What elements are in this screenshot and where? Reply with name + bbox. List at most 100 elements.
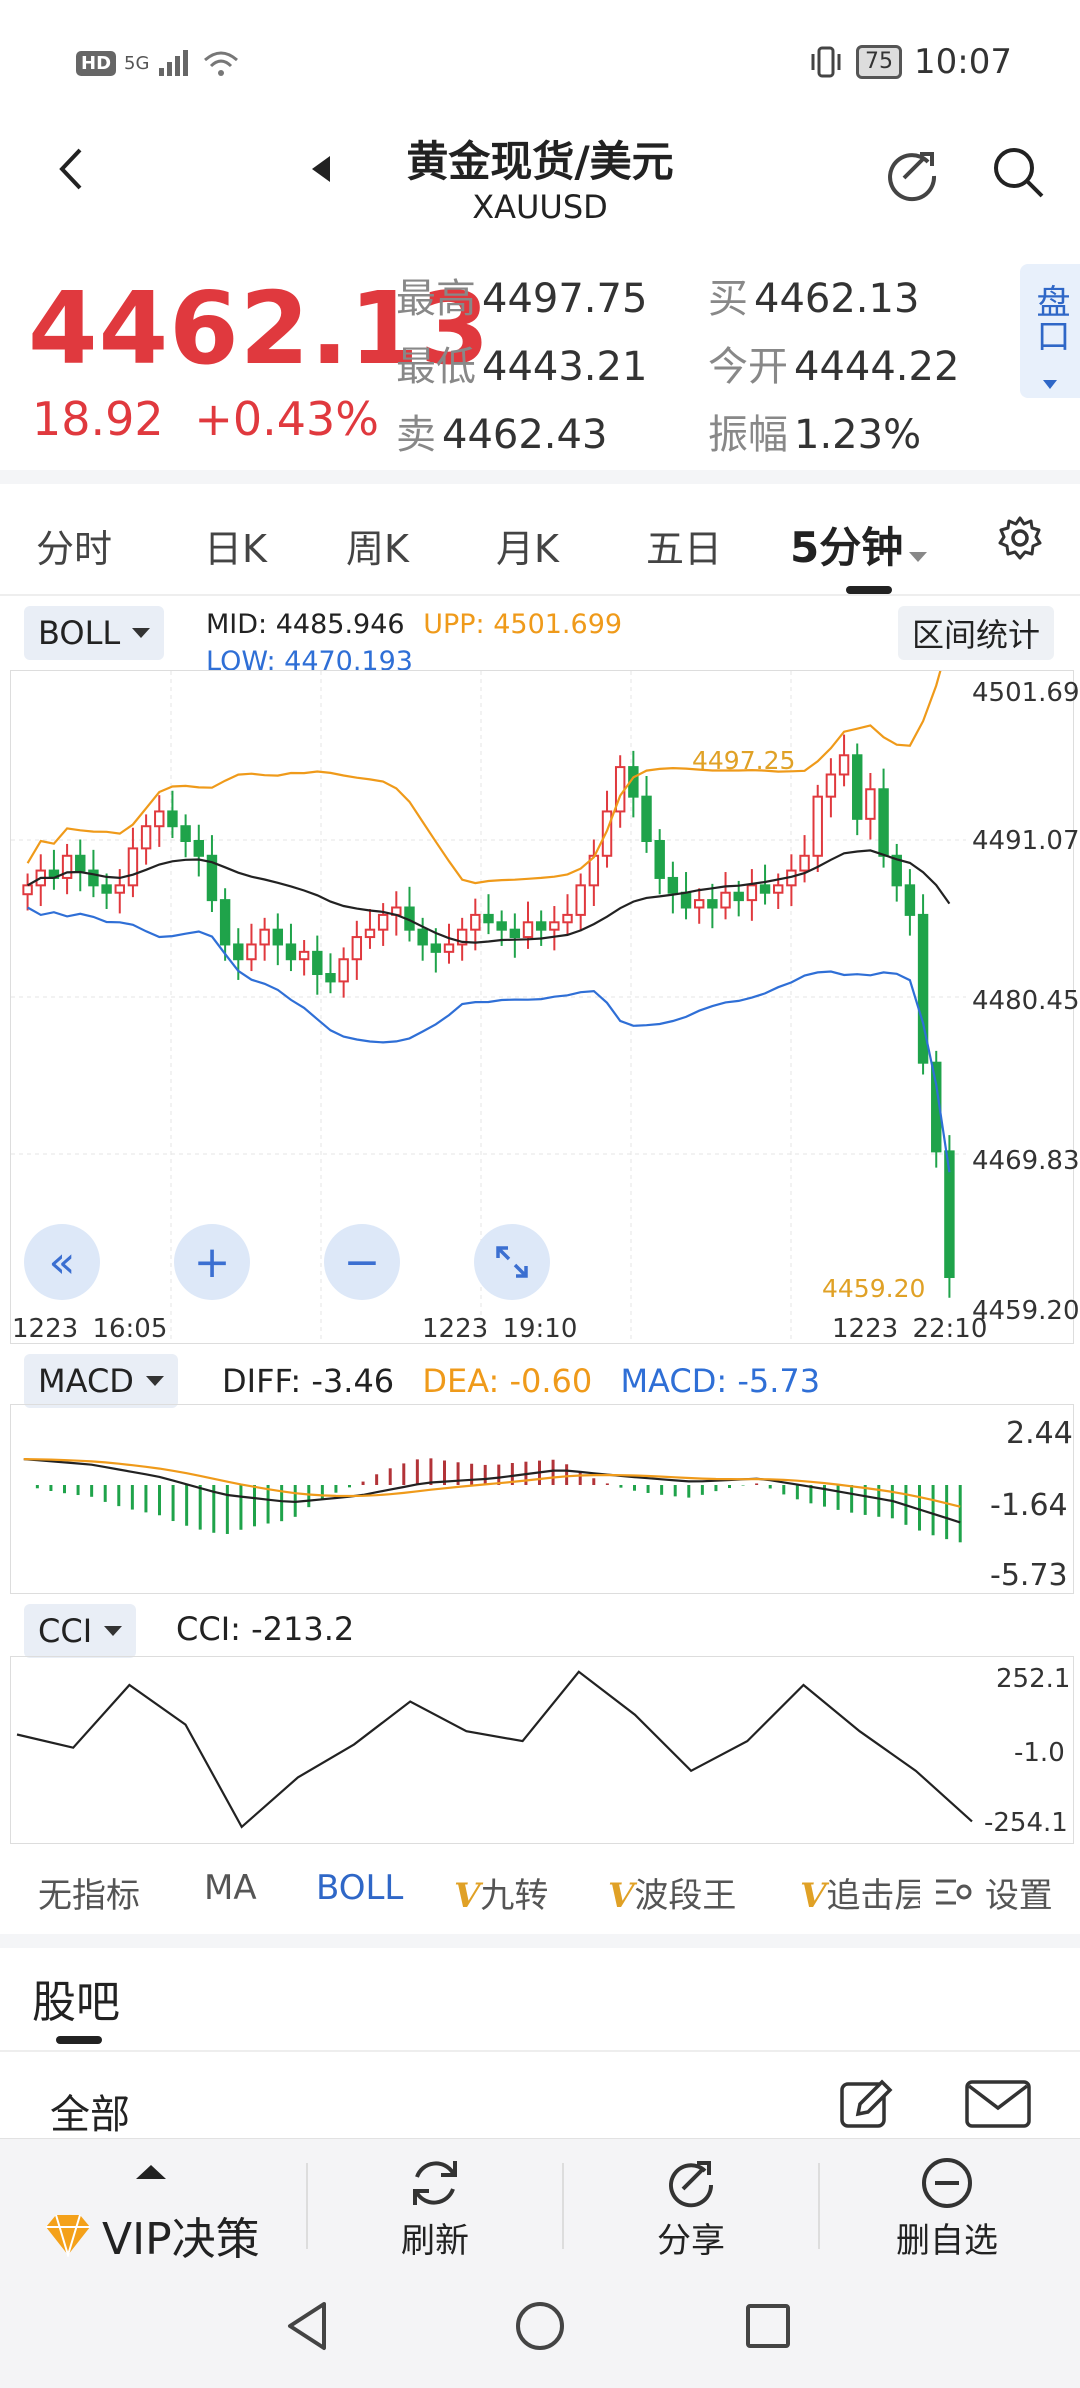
- boll-lower-line: [27, 906, 951, 1173]
- cci-indicator-selector[interactable]: CCI: [24, 1604, 137, 1658]
- change-percent: +0.43%: [194, 392, 380, 446]
- candle-body: [351, 936, 363, 961]
- macd-chart[interactable]: [10, 1404, 1074, 1594]
- macd-ytick-1: 2.44: [1006, 1416, 1073, 1451]
- vip-row: VIP决策: [42, 2203, 260, 2267]
- candle-body: [22, 884, 33, 896]
- macd-legend: DIFF: -3.46 DEA: -0.60 MACD: -5.73: [222, 1362, 820, 1400]
- candle-body: [61, 854, 73, 879]
- upp-label: UPP:: [423, 609, 485, 640]
- pankou-button[interactable]: 盘口: [1020, 264, 1080, 398]
- gear-icon: [998, 516, 1042, 560]
- candle-body: [180, 825, 191, 842]
- compose-post-button[interactable]: [836, 2074, 896, 2134]
- cci-legend: CCI: -213.2: [176, 1610, 354, 1648]
- candlestick-chart[interactable]: [10, 638, 1074, 1344]
- indicator-settings-button[interactable]: 设置: [930, 1868, 1053, 1917]
- candle-body: [417, 928, 428, 946]
- nav-home-icon[interactable]: [512, 2298, 568, 2354]
- nav-divider: [562, 2163, 564, 2249]
- cci-chart[interactable]: [10, 1656, 1074, 1844]
- vip-v-icon: V: [800, 1876, 827, 1916]
- tab-daily-k[interactable]: 日K: [204, 527, 267, 571]
- candle-body: [114, 884, 125, 894]
- forum-filter-all[interactable]: 全部: [50, 2092, 130, 2138]
- dropdown-caret-icon: [132, 628, 151, 638]
- tab-five-day[interactable]: 五日: [646, 527, 723, 571]
- zoom-out-button[interactable]: −: [324, 1224, 400, 1300]
- tab-5min[interactable]: 5分钟: [790, 514, 928, 575]
- candle-body: [219, 899, 231, 946]
- ind-tab-boll[interactable]: BOLL: [316, 1868, 404, 1908]
- candle-body: [272, 928, 284, 946]
- prev-symbol-button[interactable]: [308, 152, 338, 188]
- vip-v-icon: V: [608, 1876, 635, 1916]
- status-left: HD 5G: [76, 48, 241, 78]
- stat-high-value: 4497.75: [482, 276, 648, 322]
- mail-icon: [965, 2080, 1031, 2128]
- tab-weekly-k[interactable]: 周K: [346, 527, 409, 571]
- ind-tab-ma[interactable]: MA: [204, 1868, 257, 1908]
- ind-tab-wave[interactable]: V波段王: [608, 1868, 736, 1917]
- nav-back-icon[interactable]: [280, 2298, 336, 2354]
- pankou-label: 盘口: [1030, 284, 1070, 352]
- ind-tab-nine[interactable]: V九转: [454, 1868, 548, 1917]
- xtick-1-time: 16:05: [92, 1314, 168, 1344]
- symbol-code: XAUUSD: [472, 188, 608, 226]
- remove-watchlist-label: 删自选: [896, 2221, 998, 2261]
- candle-body: [456, 928, 468, 946]
- low-annotation: 4459.20: [822, 1274, 926, 1303]
- refresh-label: 刷新: [401, 2221, 469, 2261]
- boll-legend-row2: LOW: 4470.193: [206, 643, 622, 680]
- tab-monthly-k[interactable]: 月K: [496, 527, 559, 571]
- messages-button[interactable]: [964, 2078, 1032, 2130]
- candle-body: [825, 773, 837, 798]
- search-button[interactable]: [988, 142, 1048, 202]
- minus-circle-icon: [922, 2158, 972, 2208]
- stat-amplitude: 振幅 1.23%: [708, 402, 921, 460]
- candle-body: [733, 891, 744, 902]
- share-header-button[interactable]: [880, 140, 944, 204]
- ytick-2: 4491.07: [972, 826, 1080, 856]
- ytick-4: 4469.83: [972, 1146, 1080, 1176]
- forum-title[interactable]: 股吧: [32, 1977, 120, 2028]
- candle-body: [773, 884, 784, 894]
- refresh-button[interactable]: 刷新: [340, 2139, 530, 2269]
- back-button[interactable]: [52, 144, 102, 194]
- share-arrow-icon: [888, 152, 937, 202]
- active-tab-indicator: [846, 586, 892, 594]
- candle-body: [852, 754, 863, 820]
- chart-settings-button[interactable]: [996, 514, 1046, 564]
- candle-body: [575, 884, 586, 916]
- macd-indicator-selector[interactable]: MACD: [24, 1354, 178, 1408]
- candle-body: [246, 943, 257, 961]
- ind-tab-none[interactable]: 无指标: [38, 1876, 140, 1916]
- share-button[interactable]: 分享: [596, 2139, 786, 2269]
- stat-open-label: 今开: [708, 344, 788, 390]
- xtick-3-time: 22:10: [912, 1314, 988, 1344]
- indicator-tabs: 无指标 MA BOLL V九转 V波段王 V追击层 设置: [0, 1838, 1080, 1936]
- fullscreen-button[interactable]: [474, 1224, 550, 1300]
- bottom-action-bar: VIP决策 刷新 分享 删自选: [0, 2138, 1080, 2269]
- stat-high-label: 最高: [396, 276, 476, 322]
- scroll-left-button[interactable]: «: [24, 1224, 100, 1300]
- zoom-in-button[interactable]: +: [174, 1224, 250, 1300]
- vip-decision-button[interactable]: VIP决策: [30, 2139, 280, 2269]
- system-navigation-bar: [0, 2268, 1080, 2388]
- minus-icon: −: [343, 1236, 381, 1288]
- candle-body: [562, 913, 573, 924]
- remove-watchlist-button[interactable]: 删自选: [852, 2139, 1042, 2269]
- main-indicator-selector[interactable]: BOLL: [24, 606, 165, 660]
- forum-title-underline: [56, 2036, 102, 2044]
- cci-chart-svg: [16, 1670, 973, 1829]
- ind-tab-chase[interactable]: V追击层: [800, 1868, 920, 1917]
- tab-intraday[interactable]: 分时: [36, 527, 113, 571]
- candle-body: [430, 943, 442, 953]
- vip-v-icon: V: [454, 1876, 481, 1916]
- candle-body: [206, 854, 218, 902]
- candle-body: [641, 795, 652, 842]
- range-stats-button[interactable]: 区间统计: [898, 606, 1055, 660]
- expand-icon: [496, 1246, 528, 1278]
- nav-recents-icon[interactable]: [740, 2298, 796, 2354]
- diff-label: DIFF:: [222, 1362, 302, 1400]
